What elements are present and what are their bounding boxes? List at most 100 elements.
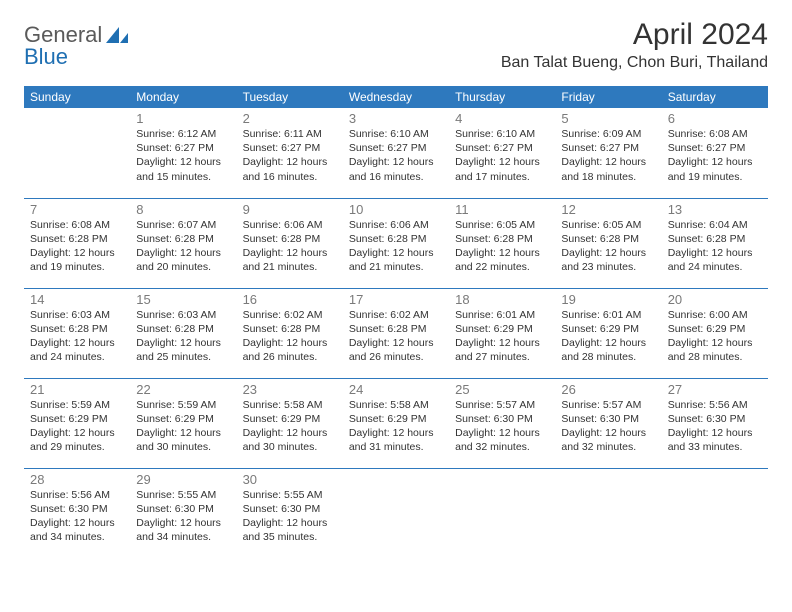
day-number: 17 <box>349 292 443 307</box>
day-info: Sunrise: 5:58 AMSunset: 6:29 PMDaylight:… <box>349 398 443 455</box>
day-number: 2 <box>243 111 337 126</box>
day-info: Sunrise: 6:08 AMSunset: 6:28 PMDaylight:… <box>30 218 124 275</box>
day-info: Sunrise: 5:58 AMSunset: 6:29 PMDaylight:… <box>243 398 337 455</box>
day-number: 11 <box>455 202 549 217</box>
calendar-day-cell <box>24 108 130 198</box>
calendar-day-cell: 19Sunrise: 6:01 AMSunset: 6:29 PMDayligh… <box>555 288 661 378</box>
calendar-day-cell: 25Sunrise: 5:57 AMSunset: 6:30 PMDayligh… <box>449 378 555 468</box>
day-number: 21 <box>30 382 124 397</box>
day-number: 6 <box>668 111 762 126</box>
day-number: 5 <box>561 111 655 126</box>
weekday-header: Monday <box>130 86 236 108</box>
day-info: Sunrise: 6:02 AMSunset: 6:28 PMDaylight:… <box>349 308 443 365</box>
day-info: Sunrise: 6:02 AMSunset: 6:28 PMDaylight:… <box>243 308 337 365</box>
calendar-day-cell: 9Sunrise: 6:06 AMSunset: 6:28 PMDaylight… <box>237 198 343 288</box>
day-number: 25 <box>455 382 549 397</box>
weekday-header: Thursday <box>449 86 555 108</box>
calendar-day-cell: 11Sunrise: 6:05 AMSunset: 6:28 PMDayligh… <box>449 198 555 288</box>
weekday-header: Wednesday <box>343 86 449 108</box>
day-info: Sunrise: 6:05 AMSunset: 6:28 PMDaylight:… <box>561 218 655 275</box>
day-number: 24 <box>349 382 443 397</box>
calendar-day-cell: 15Sunrise: 6:03 AMSunset: 6:28 PMDayligh… <box>130 288 236 378</box>
day-info: Sunrise: 6:04 AMSunset: 6:28 PMDaylight:… <box>668 218 762 275</box>
calendar-day-cell: 28Sunrise: 5:56 AMSunset: 6:30 PMDayligh… <box>24 468 130 558</box>
day-number: 10 <box>349 202 443 217</box>
calendar-day-cell: 23Sunrise: 5:58 AMSunset: 6:29 PMDayligh… <box>237 378 343 468</box>
calendar-day-cell: 10Sunrise: 6:06 AMSunset: 6:28 PMDayligh… <box>343 198 449 288</box>
calendar-day-cell: 17Sunrise: 6:02 AMSunset: 6:28 PMDayligh… <box>343 288 449 378</box>
location: Ban Talat Bueng, Chon Buri, Thailand <box>501 54 768 72</box>
calendar-day-cell: 24Sunrise: 5:58 AMSunset: 6:29 PMDayligh… <box>343 378 449 468</box>
logo-sail-icon <box>106 27 128 43</box>
calendar-table: Sunday Monday Tuesday Wednesday Thursday… <box>24 86 768 558</box>
calendar-day-cell <box>662 468 768 558</box>
calendar-day-cell: 13Sunrise: 6:04 AMSunset: 6:28 PMDayligh… <box>662 198 768 288</box>
weekday-header-row: Sunday Monday Tuesday Wednesday Thursday… <box>24 86 768 108</box>
calendar-day-cell: 1Sunrise: 6:12 AMSunset: 6:27 PMDaylight… <box>130 108 236 198</box>
calendar-day-cell: 3Sunrise: 6:10 AMSunset: 6:27 PMDaylight… <box>343 108 449 198</box>
day-info: Sunrise: 6:06 AMSunset: 6:28 PMDaylight:… <box>349 218 443 275</box>
day-number: 1 <box>136 111 230 126</box>
day-number: 22 <box>136 382 230 397</box>
calendar-day-cell <box>343 468 449 558</box>
calendar-day-cell <box>555 468 661 558</box>
calendar-day-cell: 26Sunrise: 5:57 AMSunset: 6:30 PMDayligh… <box>555 378 661 468</box>
day-number: 23 <box>243 382 337 397</box>
calendar-day-cell: 7Sunrise: 6:08 AMSunset: 6:28 PMDaylight… <box>24 198 130 288</box>
day-info: Sunrise: 6:03 AMSunset: 6:28 PMDaylight:… <box>136 308 230 365</box>
day-number: 18 <box>455 292 549 307</box>
day-number: 4 <box>455 111 549 126</box>
day-info: Sunrise: 6:11 AMSunset: 6:27 PMDaylight:… <box>243 127 337 184</box>
calendar-day-cell: 30Sunrise: 5:55 AMSunset: 6:30 PMDayligh… <box>237 468 343 558</box>
day-number: 16 <box>243 292 337 307</box>
day-info: Sunrise: 5:55 AMSunset: 6:30 PMDaylight:… <box>243 488 337 545</box>
calendar-day-cell: 5Sunrise: 6:09 AMSunset: 6:27 PMDaylight… <box>555 108 661 198</box>
day-number: 14 <box>30 292 124 307</box>
day-info: Sunrise: 6:10 AMSunset: 6:27 PMDaylight:… <box>349 127 443 184</box>
day-number: 9 <box>243 202 337 217</box>
calendar-day-cell: 20Sunrise: 6:00 AMSunset: 6:29 PMDayligh… <box>662 288 768 378</box>
day-number: 3 <box>349 111 443 126</box>
day-number: 8 <box>136 202 230 217</box>
day-info: Sunrise: 5:57 AMSunset: 6:30 PMDaylight:… <box>455 398 549 455</box>
day-number: 15 <box>136 292 230 307</box>
calendar-week-row: 28Sunrise: 5:56 AMSunset: 6:30 PMDayligh… <box>24 468 768 558</box>
calendar-day-cell: 22Sunrise: 5:59 AMSunset: 6:29 PMDayligh… <box>130 378 236 468</box>
day-info: Sunrise: 6:12 AMSunset: 6:27 PMDaylight:… <box>136 127 230 184</box>
day-info: Sunrise: 6:03 AMSunset: 6:28 PMDaylight:… <box>30 308 124 365</box>
header: General April 2024 Ban Talat Bueng, Chon… <box>24 18 768 72</box>
day-info: Sunrise: 5:56 AMSunset: 6:30 PMDaylight:… <box>668 398 762 455</box>
month-title: April 2024 <box>501 18 768 52</box>
day-info: Sunrise: 6:06 AMSunset: 6:28 PMDaylight:… <box>243 218 337 275</box>
weekday-header: Friday <box>555 86 661 108</box>
day-number: 29 <box>136 472 230 487</box>
logo-text-b: Blue <box>24 44 68 69</box>
day-info: Sunrise: 6:09 AMSunset: 6:27 PMDaylight:… <box>561 127 655 184</box>
day-info: Sunrise: 6:00 AMSunset: 6:29 PMDaylight:… <box>668 308 762 365</box>
calendar-week-row: 1Sunrise: 6:12 AMSunset: 6:27 PMDaylight… <box>24 108 768 198</box>
day-info: Sunrise: 6:01 AMSunset: 6:29 PMDaylight:… <box>455 308 549 365</box>
day-info: Sunrise: 5:57 AMSunset: 6:30 PMDaylight:… <box>561 398 655 455</box>
day-number: 12 <box>561 202 655 217</box>
calendar-day-cell: 18Sunrise: 6:01 AMSunset: 6:29 PMDayligh… <box>449 288 555 378</box>
weekday-header: Saturday <box>662 86 768 108</box>
day-number: 28 <box>30 472 124 487</box>
day-info: Sunrise: 5:56 AMSunset: 6:30 PMDaylight:… <box>30 488 124 545</box>
calendar-day-cell: 27Sunrise: 5:56 AMSunset: 6:30 PMDayligh… <box>662 378 768 468</box>
day-info: Sunrise: 6:05 AMSunset: 6:28 PMDaylight:… <box>455 218 549 275</box>
calendar-day-cell: 21Sunrise: 5:59 AMSunset: 6:29 PMDayligh… <box>24 378 130 468</box>
weekday-header: Sunday <box>24 86 130 108</box>
weekday-header: Tuesday <box>237 86 343 108</box>
day-number: 27 <box>668 382 762 397</box>
calendar-day-cell: 12Sunrise: 6:05 AMSunset: 6:28 PMDayligh… <box>555 198 661 288</box>
day-number: 7 <box>30 202 124 217</box>
calendar-day-cell: 29Sunrise: 5:55 AMSunset: 6:30 PMDayligh… <box>130 468 236 558</box>
day-info: Sunrise: 6:08 AMSunset: 6:27 PMDaylight:… <box>668 127 762 184</box>
calendar-day-cell: 6Sunrise: 6:08 AMSunset: 6:27 PMDaylight… <box>662 108 768 198</box>
day-info: Sunrise: 5:59 AMSunset: 6:29 PMDaylight:… <box>136 398 230 455</box>
calendar-week-row: 14Sunrise: 6:03 AMSunset: 6:28 PMDayligh… <box>24 288 768 378</box>
title-block: April 2024 Ban Talat Bueng, Chon Buri, T… <box>501 18 768 72</box>
day-info: Sunrise: 6:10 AMSunset: 6:27 PMDaylight:… <box>455 127 549 184</box>
logo-line2: Blue <box>24 44 68 70</box>
day-info: Sunrise: 6:07 AMSunset: 6:28 PMDaylight:… <box>136 218 230 275</box>
